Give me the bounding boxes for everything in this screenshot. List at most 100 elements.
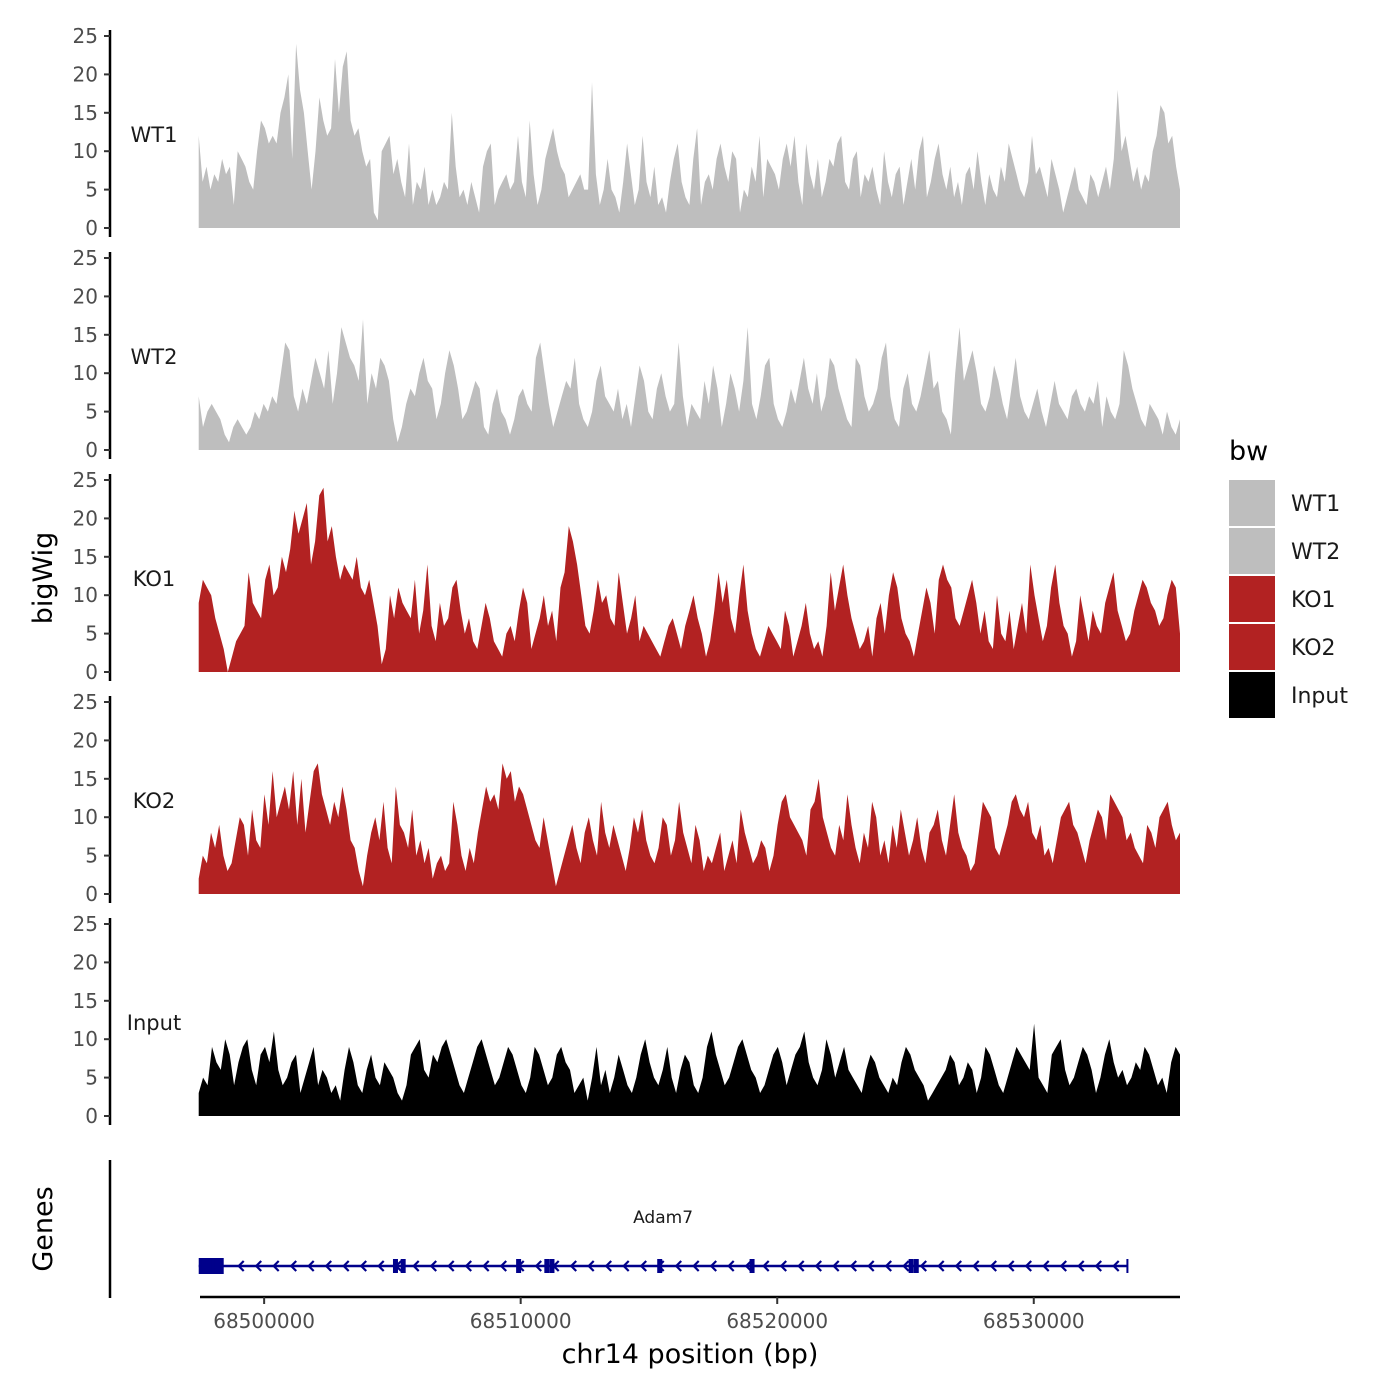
strand-arrow [499,1260,507,1272]
strand-arrow [709,1260,717,1272]
legend-label-wt1: WT1 [1291,492,1340,517]
legend-title: bw [1229,436,1268,467]
track-panel-ko1: 0 5 10 15 20 25 KO1 [73,468,1180,684]
strand-arrow [307,1260,315,1272]
strand-arrow [937,1260,945,1272]
strand-arrow [744,1260,752,1272]
y-tick-label: 25 [73,246,98,270]
coverage-area-wt1 [198,43,1180,229]
y-tick-label: 10 [73,583,98,607]
strand-arrow [569,1260,577,1272]
y-tick-label: 5 [85,844,98,868]
strand-arrow [849,1260,857,1272]
x-axis: 68500000 68510000 68520000 68530000 [200,1295,1180,1333]
y-tick-label: 5 [85,178,98,202]
legend-key-input [1229,672,1275,718]
y-tick-label: 0 [85,660,98,684]
track-panel-wt1: 0 5 10 15 20 25 WT1 [73,24,1180,240]
strand-arrow [972,1260,980,1272]
strand-arrow [429,1260,437,1272]
y-tick-label: 10 [73,361,98,385]
strand-arrow [797,1260,805,1272]
y-tick-label: 20 [73,284,98,308]
x-axis-title: chr14 position (bp) [562,1339,819,1370]
strand-arrow [902,1260,910,1272]
coverage-area-input [198,1023,1180,1116]
y-tick-label: 20 [73,728,98,752]
strand-arrow [464,1260,472,1272]
y-tick-label: 0 [85,438,98,462]
strand-arrow [1077,1260,1085,1272]
y-tick-label: 5 [85,1066,98,1090]
track-label-wt2: WT2 [131,345,178,369]
legend-key-ko2 [1229,624,1275,670]
strand-arrow [989,1260,997,1272]
exon [657,1259,663,1273]
y-axis-title: bigWig [28,532,59,625]
strand-arrow [482,1260,490,1272]
x-tick-label: 68510000 [470,1309,572,1333]
y-tick-label: 15 [73,323,98,347]
strand-arrow [1007,1260,1015,1272]
strand-arrow [954,1260,962,1272]
y-tick-label: 20 [73,950,98,974]
strand-arrow [342,1260,350,1272]
strand-arrow [832,1260,840,1272]
exon [908,1259,914,1273]
strand-arrow [1042,1260,1050,1272]
strand-arrow [692,1260,700,1272]
strand-arrow [324,1260,332,1272]
strand-arrow [727,1260,735,1272]
track-label-ko1: KO1 [133,567,176,591]
y-tick-label: 25 [73,690,98,714]
y-tick-label: 5 [85,622,98,646]
y-tick-label: 15 [73,767,98,791]
legend-key-wt2 [1229,528,1275,574]
strand-arrow [604,1260,612,1272]
strand-arrow [779,1260,787,1272]
track-label-ko2: KO2 [133,789,176,813]
strand-arrow [587,1260,595,1272]
y-tick-label: 0 [85,1104,98,1128]
strand-arrow [622,1260,630,1272]
legend-label-ko1: KO1 [1291,588,1336,613]
strand-arrow [814,1260,822,1272]
legend-key-wt1 [1229,480,1275,526]
legend-label-ko2: KO2 [1291,636,1336,661]
track-label-wt1: WT1 [131,123,178,147]
strand-arrow [1094,1260,1102,1272]
y-tick-label: 0 [85,216,98,240]
y-tick-label: 10 [73,1027,98,1051]
strand-arrow [359,1260,367,1272]
coverage-area-wt2 [198,319,1180,450]
strand-arrow [884,1260,892,1272]
x-tick-label: 68530000 [983,1309,1085,1333]
coverage-area-ko1 [198,487,1180,672]
y-tick-label: 20 [73,62,98,86]
gene-panel: Genes Adam7 [28,1160,1129,1298]
exon [214,1259,220,1273]
track-panel-input: 0 5 10 15 20 25 Input [73,912,1180,1128]
y-tick-label: 5 [85,400,98,424]
bigwig-panels: 0 5 10 15 20 25 WT1 0 5 10 15 20 25 WT2 0 5 10 15 20 25 KO1 0… [73,24,1180,1128]
strand-arrow [919,1260,927,1272]
y-tick-label: 10 [73,139,98,163]
exon [392,1259,398,1273]
strand-arrow [1024,1260,1032,1272]
track-panel-ko2: 0 5 10 15 20 25 KO2 [73,690,1180,906]
gene-name-label: Adam7 [633,1208,693,1228]
y-tick-label: 15 [73,545,98,569]
exon [544,1259,550,1273]
y-tick-label: 15 [73,101,98,125]
strand-arrow [272,1260,280,1272]
strand-arrow [674,1260,682,1272]
legend-label-wt2: WT2 [1291,540,1340,565]
strand-arrow [1059,1260,1067,1272]
gene-track-title: Genes [28,1186,59,1271]
y-tick-label: 15 [73,989,98,1013]
coverage-area-ko2 [198,763,1180,894]
exon [206,1259,212,1273]
strand-arrow [867,1260,875,1272]
y-tick-label: 25 [73,468,98,492]
